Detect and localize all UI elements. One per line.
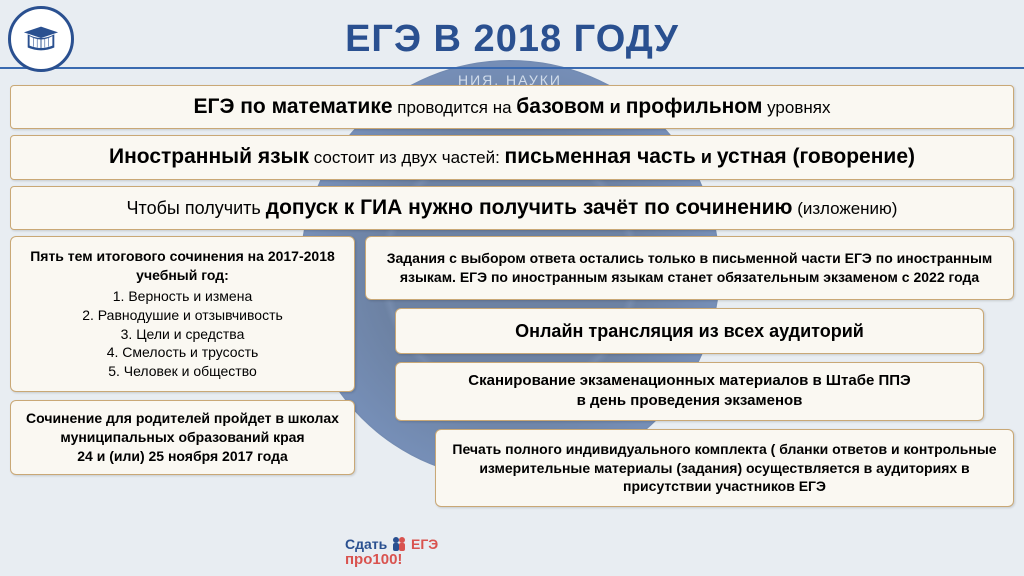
text: состоит из двух частей: bbox=[309, 148, 505, 167]
info-row-essay: Чтобы получить допуск к ГИА нужно получи… bbox=[10, 186, 1014, 230]
list-item: Равнодушие и отзывчивость bbox=[23, 306, 342, 325]
list-item: Человек и общество bbox=[23, 362, 342, 381]
header-divider bbox=[0, 67, 1024, 69]
text: Сдать bbox=[345, 536, 387, 552]
info-row-foreign-lang: Иностранный язык состоит из двух частей:… bbox=[10, 135, 1014, 179]
text: устная (говорение) bbox=[717, 145, 915, 168]
text: письменная часть bbox=[505, 145, 696, 168]
online-broadcast-box: Онлайн трансляция из всех аудиторий bbox=[395, 308, 984, 354]
text: допуск к ГИА нужно получить зачёт по соч… bbox=[266, 196, 793, 219]
printing-box: Печать полного индивидуального комплекта… bbox=[435, 429, 1014, 508]
footer-campaign-logo: Сдать ЕГЭ про100! bbox=[345, 536, 438, 568]
text: Печать полного индивидуального комплекта… bbox=[452, 441, 996, 495]
right-column: Задания с выбором ответа остались только… bbox=[365, 236, 1014, 507]
foreign-exam-box: Задания с выбором ответа остались только… bbox=[365, 236, 1014, 300]
text: профильном bbox=[626, 95, 763, 118]
scanning-box: Сканирование экзаменационных материалов … bbox=[395, 362, 984, 421]
text: уровнях bbox=[762, 98, 830, 117]
topics-heading: Пять тем итогового сочинения на 2017-201… bbox=[23, 247, 342, 285]
content: ЕГЭ по математике проводится на базовом … bbox=[0, 79, 1024, 507]
text: Задания с выбором ответа остались только… bbox=[387, 250, 993, 285]
list-item: Цели и средства bbox=[23, 325, 342, 344]
list-item: Смелость и трусость bbox=[23, 343, 342, 362]
essay-topics-box: Пять тем итогового сочинения на 2017-201… bbox=[10, 236, 355, 392]
people-icon bbox=[391, 536, 407, 552]
topics-list: Верность и измена Равнодушие и отзывчиво… bbox=[23, 287, 342, 381]
text: Чтобы получить bbox=[127, 198, 266, 218]
columns: Пять тем итогового сочинения на 2017-201… bbox=[10, 236, 1014, 507]
header: ЕГЭ В 2018 ГОДУ bbox=[0, 0, 1024, 79]
text: и bbox=[605, 97, 626, 117]
left-column: Пять тем итогового сочинения на 2017-201… bbox=[10, 236, 355, 507]
text: в день проведения экзаменов bbox=[408, 391, 971, 411]
text: Онлайн трансляция из всех аудиторий bbox=[515, 321, 864, 341]
info-row-math: ЕГЭ по математике проводится на базовом … bbox=[10, 85, 1014, 129]
list-item: Верность и измена bbox=[23, 287, 342, 306]
ministry-logo bbox=[8, 6, 74, 72]
page-title: ЕГЭ В 2018 ГОДУ bbox=[0, 18, 1024, 61]
text: Сканирование экзаменационных материалов … bbox=[408, 371, 971, 391]
text: ЕГЭ по математике bbox=[194, 95, 393, 118]
text: про100! bbox=[345, 552, 438, 568]
text: (изложению) bbox=[792, 199, 897, 218]
text: проводится на bbox=[393, 98, 517, 117]
text: и bbox=[696, 147, 717, 167]
text: базовом bbox=[516, 95, 604, 118]
parents-essay-box: Сочинение для родителей пройдет в школах… bbox=[10, 400, 355, 475]
text: ЕГЭ bbox=[411, 536, 438, 552]
text: 24 и (или) 25 ноября 2017 года bbox=[23, 447, 342, 466]
text: Сочинение для родителей пройдет в школах… bbox=[23, 409, 342, 447]
text: Иностранный язык bbox=[109, 145, 309, 168]
